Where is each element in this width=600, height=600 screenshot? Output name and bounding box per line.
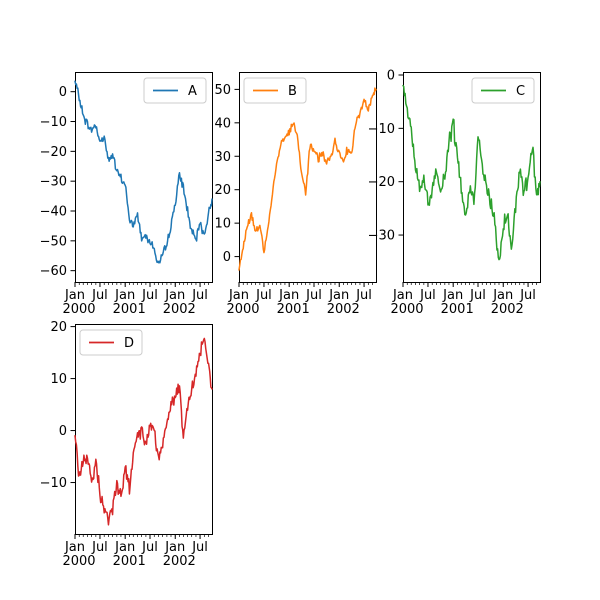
y-tick-label: 0 bbox=[387, 68, 395, 83]
x-year-label: 2001 bbox=[113, 302, 146, 317]
x-tick-label: Jul bbox=[519, 288, 536, 303]
y-axis-c: 0 −10 −20 −30 bbox=[368, 68, 403, 244]
x-tick-label: Jan bbox=[392, 288, 413, 303]
x-tick-label: Jul bbox=[469, 288, 486, 303]
y-axis-b: 0 10 20 30 40 50 bbox=[214, 83, 239, 265]
y-tick-label: 0 bbox=[223, 250, 231, 265]
axes-frame-a bbox=[75, 72, 213, 283]
y-tick-label: −20 bbox=[40, 145, 67, 160]
x-year-label: 2000 bbox=[62, 554, 95, 569]
legend-b: B bbox=[243, 77, 307, 104]
x-year-label: 2000 bbox=[62, 302, 95, 317]
legend-d: D bbox=[79, 329, 143, 356]
x-tick-label: Jan bbox=[492, 288, 513, 303]
x-tick-label: Jan bbox=[164, 288, 185, 303]
x-year-label: 2001 bbox=[277, 302, 310, 317]
y-tick-label: 50 bbox=[214, 83, 231, 98]
legend-label-d: D bbox=[124, 336, 134, 351]
y-tick-label: 10 bbox=[214, 217, 231, 232]
x-tick-label: Jan bbox=[228, 288, 249, 303]
x-tick-label: Jul bbox=[255, 288, 272, 303]
y-tick-label: 10 bbox=[50, 372, 67, 387]
axes-frame-d bbox=[75, 324, 213, 535]
x-tick-label: Jul bbox=[91, 540, 108, 555]
y-tick-label: −50 bbox=[40, 234, 67, 249]
x-tick-label: Jan bbox=[114, 540, 135, 555]
y-tick-label: 20 bbox=[50, 320, 67, 335]
x-year-label: 2002 bbox=[163, 302, 196, 317]
x-tick-label: Jan bbox=[442, 288, 463, 303]
y-tick-label: −30 bbox=[40, 175, 67, 190]
legend-a: A bbox=[143, 77, 207, 104]
y-axis-a: 0 −10 −20 −30 −40 −50 −60 bbox=[40, 85, 75, 279]
x-tick-label: Jul bbox=[91, 288, 108, 303]
y-tick-label: −40 bbox=[40, 205, 67, 220]
x-tick-label: Jul bbox=[191, 288, 208, 303]
x-year-label: 2001 bbox=[113, 554, 146, 569]
y-tick-label: 20 bbox=[214, 183, 231, 198]
x-minor-ticks-d bbox=[74, 534, 209, 537]
y-tick-label: 0 bbox=[59, 424, 67, 439]
x-year-label: 2002 bbox=[491, 302, 524, 317]
y-tick-label: −20 bbox=[368, 175, 395, 190]
series-line-a bbox=[74, 80, 213, 264]
y-tick-label: 0 bbox=[59, 85, 67, 100]
axes-frame-b bbox=[239, 72, 377, 283]
x-year-label: 2000 bbox=[390, 302, 423, 317]
x-year-label: 2001 bbox=[441, 302, 474, 317]
x-tick-label: Jan bbox=[64, 540, 85, 555]
legend-c: C bbox=[471, 77, 535, 104]
y-axis-d: 20 10 0 −10 bbox=[40, 320, 75, 491]
x-tick-label: Jan bbox=[278, 288, 299, 303]
series-line-d bbox=[74, 337, 213, 526]
x-tick-label: Jul bbox=[141, 540, 158, 555]
series-line-b bbox=[238, 87, 377, 271]
x-year-label: 2002 bbox=[327, 302, 360, 317]
y-tick-label: −10 bbox=[40, 115, 67, 130]
y-tick-label: 30 bbox=[214, 150, 231, 165]
x-tick-label: Jul bbox=[191, 540, 208, 555]
x-minor-ticks-a bbox=[74, 282, 209, 285]
axes-frame-c bbox=[403, 72, 541, 283]
x-tick-label: Jul bbox=[141, 288, 158, 303]
y-tick-label: −30 bbox=[368, 229, 395, 244]
x-year-label: 2000 bbox=[226, 302, 259, 317]
series-line-c bbox=[402, 84, 541, 261]
x-tick-label: Jan bbox=[64, 288, 85, 303]
x-year-label: 2002 bbox=[163, 554, 196, 569]
legend-label-b: B bbox=[288, 84, 297, 99]
legend-label-a: A bbox=[188, 84, 197, 99]
x-tick-label: Jul bbox=[419, 288, 436, 303]
x-tick-label: Jan bbox=[164, 540, 185, 555]
y-tick-label: −10 bbox=[368, 122, 395, 137]
x-tick-label: Jul bbox=[305, 288, 322, 303]
y-tick-label: 40 bbox=[214, 116, 231, 131]
y-tick-label: −60 bbox=[40, 264, 67, 279]
x-tick-label: Jan bbox=[328, 288, 349, 303]
legend-label-c: C bbox=[516, 84, 525, 99]
x-tick-label: Jan bbox=[114, 288, 135, 303]
x-tick-label: Jul bbox=[355, 288, 372, 303]
y-tick-label: −10 bbox=[40, 476, 67, 491]
